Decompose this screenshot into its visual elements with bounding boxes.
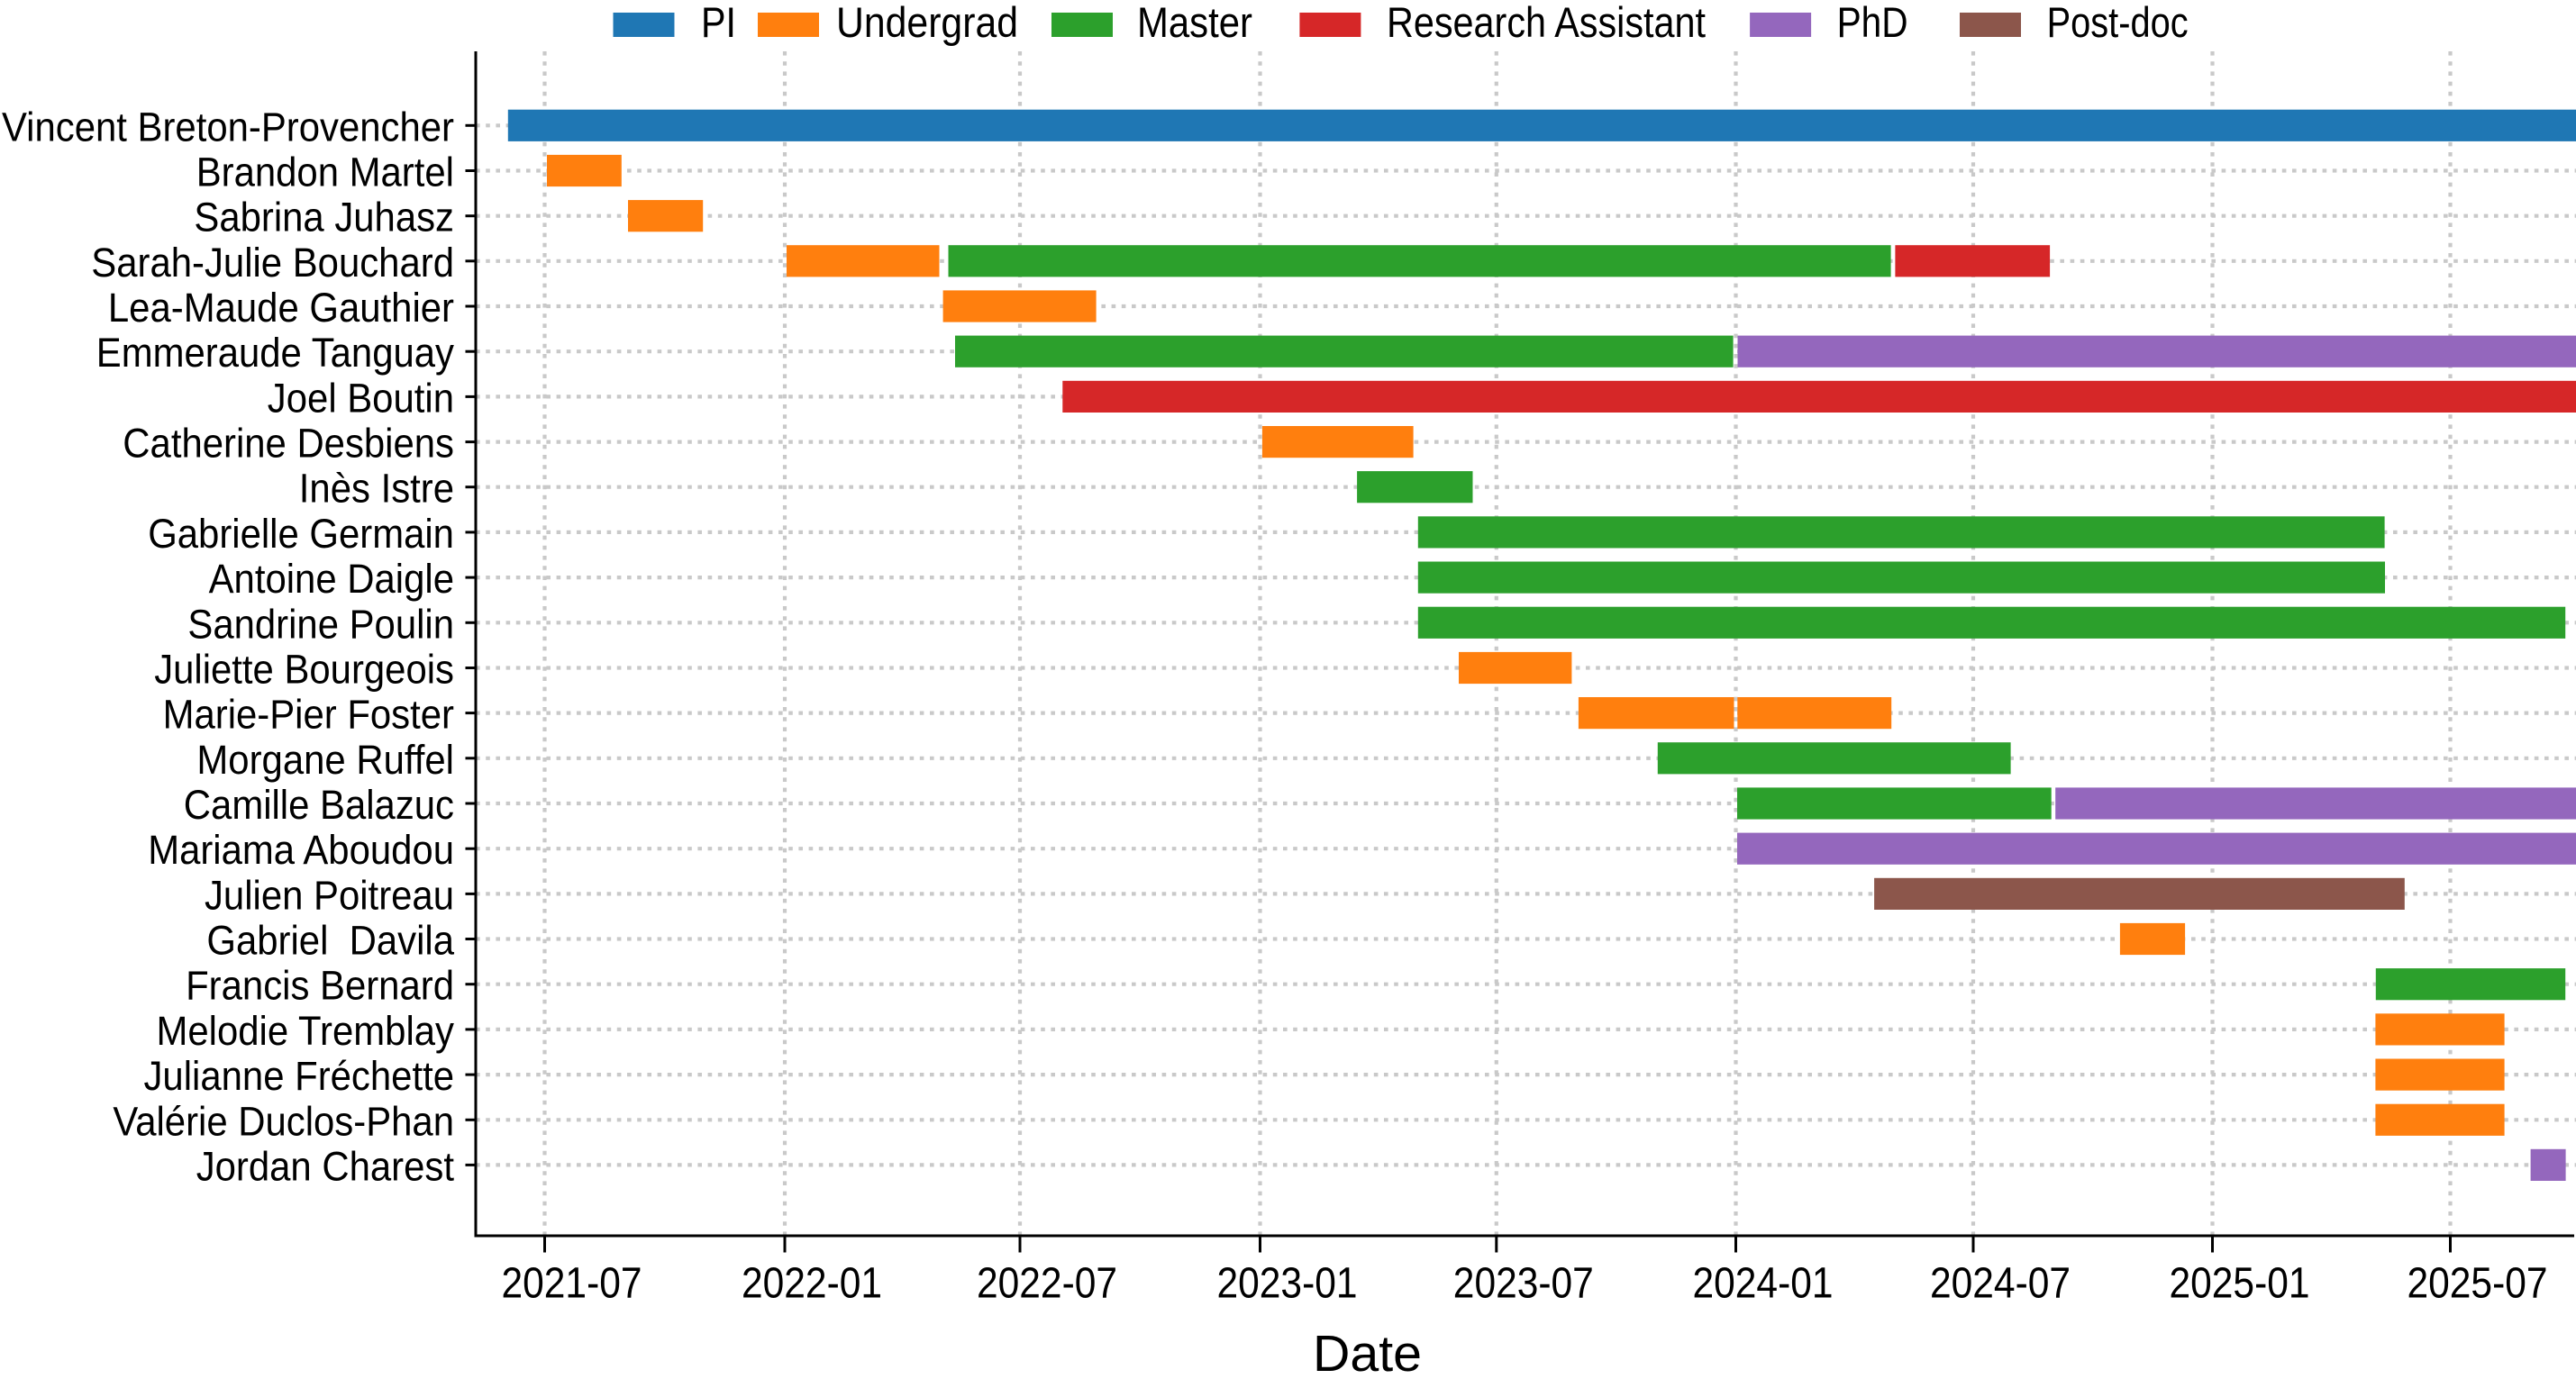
- svg-text:Francis Bernard: Francis Bernard: [186, 963, 454, 1009]
- svg-text:Vincent Breton-Provencher: Vincent Breton-Provencher: [2, 104, 454, 150]
- svg-text:2023-01: 2023-01: [1217, 1260, 1358, 1308]
- svg-text:Sandrine Poulin: Sandrine Poulin: [187, 601, 454, 647]
- svg-text:Julien Poitreau: Julien Poitreau: [205, 872, 454, 918]
- svg-text:Jordan Charest: Jordan Charest: [196, 1143, 455, 1189]
- svg-text:Post-doc: Post-doc: [2047, 0, 2189, 46]
- svg-text:Morgane Ruffel: Morgane Ruffel: [196, 737, 454, 783]
- svg-text:2024-01: 2024-01: [1693, 1260, 1834, 1308]
- svg-text:2025-07: 2025-07: [2408, 1260, 2548, 1308]
- svg-text:Joel Boutin: Joel Boutin: [268, 375, 454, 421]
- svg-text:Antoine Daigle: Antoine Daigle: [209, 556, 454, 602]
- svg-text:PI: PI: [701, 0, 736, 46]
- svg-text:Emmeraude Tanguay: Emmeraude Tanguay: [96, 330, 455, 376]
- svg-text:2022-01: 2022-01: [742, 1260, 882, 1308]
- svg-text:2025-01: 2025-01: [2170, 1260, 2310, 1308]
- svg-text:Sarah-Julie Bouchard: Sarah-Julie Bouchard: [91, 240, 454, 286]
- svg-text:Date: Date: [1313, 1325, 1422, 1383]
- svg-text:Catherine Desbiens: Catherine Desbiens: [123, 421, 454, 467]
- svg-text:Master: Master: [1137, 0, 1252, 46]
- svg-text:2023-07: 2023-07: [1453, 1260, 1594, 1308]
- svg-text:2022-07: 2022-07: [977, 1260, 1117, 1308]
- svg-text:Sabrina Juhasz: Sabrina Juhasz: [194, 195, 454, 240]
- svg-text:Gabriel Davila: Gabriel Davila: [206, 918, 454, 964]
- svg-text:Mariama Aboudou: Mariama Aboudou: [148, 827, 454, 873]
- svg-text:Camille Balazuc: Camille Balazuc: [184, 782, 454, 828]
- svg-text:Melodie Tremblay: Melodie Tremblay: [157, 1008, 455, 1054]
- svg-text:Marie-Pier Foster: Marie-Pier Foster: [163, 692, 454, 738]
- svg-text:Lea-Maude Gauthier: Lea-Maude Gauthier: [108, 285, 454, 331]
- svg-text:Julianne Fréchette: Julianne Fréchette: [144, 1053, 455, 1099]
- svg-text:Gabrielle Germain: Gabrielle Germain: [148, 511, 454, 557]
- svg-text:2024-07: 2024-07: [1930, 1260, 2071, 1308]
- svg-text:Valérie Duclos-Phan: Valérie Duclos-Phan: [113, 1098, 454, 1144]
- svg-text:PhD: PhD: [1837, 0, 1908, 46]
- svg-text:Research Assistant: Research Assistant: [1387, 0, 1706, 46]
- svg-text:2021-07: 2021-07: [502, 1260, 642, 1308]
- svg-text:Inès Istre: Inès Istre: [299, 466, 454, 512]
- svg-text:Undergrad: Undergrad: [836, 0, 1018, 46]
- svg-text:Brandon Martel: Brandon Martel: [196, 150, 454, 195]
- svg-text:Juliette Bourgeois: Juliette Bourgeois: [154, 647, 454, 693]
